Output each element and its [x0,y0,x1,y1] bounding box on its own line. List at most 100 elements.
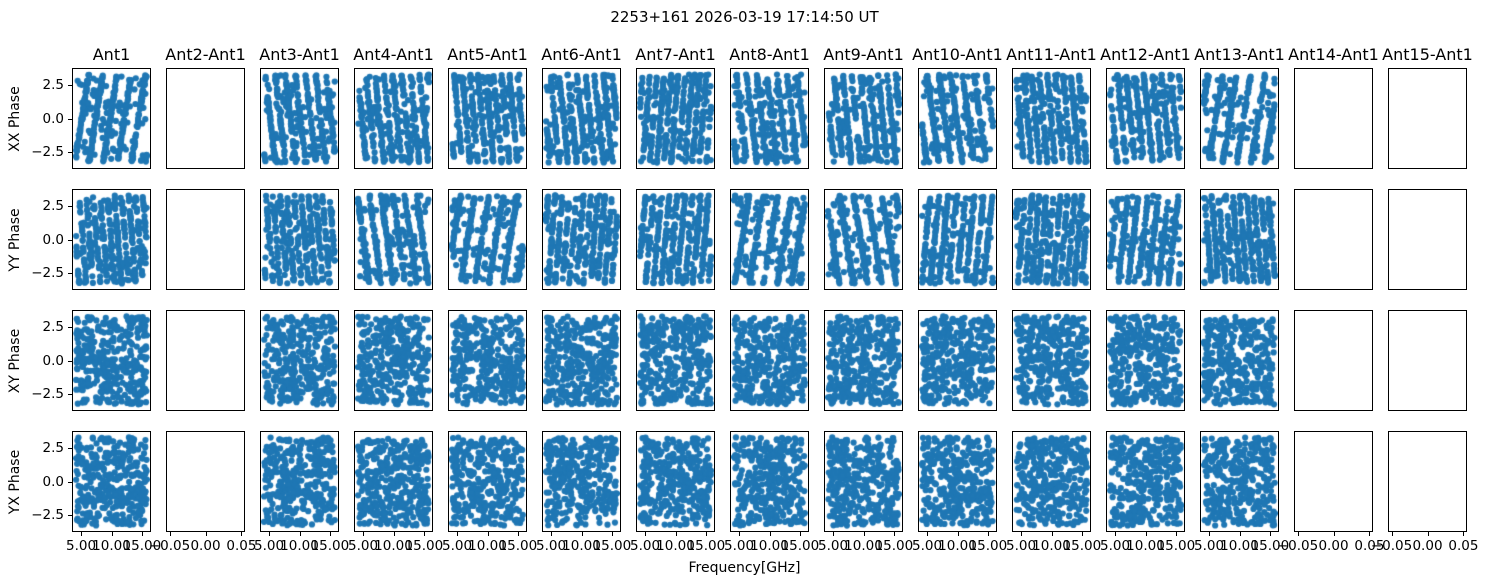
scatter-points [543,311,620,410]
scatter-points [1013,432,1090,531]
x-tick-mark [581,532,583,536]
x-tick-mark [705,532,707,536]
y-tick-mark [68,85,72,87]
x-tick-mark [769,532,771,536]
x-tick-label: 15.00 [968,538,1008,554]
x-tick-mark [1269,532,1271,536]
scatter-points [449,432,526,531]
y-tick-mark [68,448,72,450]
x-tick-mark [517,532,519,536]
subplot-panel [1200,310,1279,411]
y-tick-label: 2.5 [42,77,64,94]
x-tick-label: 10.00 [92,538,131,554]
scatter-points [825,311,902,410]
subplot-panel [1012,431,1091,532]
x-tick-mark [987,532,989,536]
y-tick-label: 0.0 [42,231,64,248]
x-tick-mark [1333,532,1335,536]
scatter-points [637,432,714,531]
y-tick-label: 0.0 [42,352,64,369]
x-tick-label: 5.00 [724,538,755,554]
x-tick-label: 0.00 [1318,538,1349,554]
scatter-points [825,190,902,289]
x-tick-mark [1463,532,1465,536]
x-tick-mark [927,532,929,536]
scatter-points [731,190,808,289]
y-tick-mark [68,327,72,329]
x-tick-label: 5.00 [912,538,943,554]
subplot-column-title: Ant3-Ant1 [259,45,340,64]
subplot-panel [636,189,715,290]
subplot-panel [1012,189,1091,290]
scatter-points [543,432,620,531]
x-tick-label: 10.00 [468,538,507,554]
x-tick-label: 15.00 [310,538,350,554]
subplot-panel [1200,431,1279,532]
x-tick-label: 0.00 [1412,538,1443,554]
subplot-panel [448,431,527,532]
subplot-panel [1200,189,1279,290]
scatter-points [449,69,526,168]
subplot-panel [72,189,151,290]
scatter-points [637,190,714,289]
x-tick-label: 5.00 [442,538,473,554]
y-tick-mark [68,393,72,395]
x-tick-mark [1021,532,1023,536]
subplot-panel [636,68,715,169]
subplot-panel [1106,68,1185,169]
subplot-panel [1388,68,1467,169]
x-tick-label: 5.00 [630,538,661,554]
x-tick-label: −0.05 [148,538,191,554]
x-tick-label: 15.00 [1156,538,1196,554]
x-tick-label: 10.00 [374,538,413,554]
x-tick-mark [141,532,143,536]
subplot-panel [1294,310,1373,411]
scatter-points [637,69,714,168]
x-tick-mark [1427,532,1429,536]
scatter-points [1013,190,1090,289]
subplot-panel [354,189,433,290]
subplot-panel [918,189,997,290]
subplot-panel [166,189,245,290]
subplot-column-title: Ant14-Ant1 [1288,45,1379,64]
x-tick-label: −0.05 [1276,538,1319,554]
x-tick-mark [1175,532,1177,536]
x-tick-label: 15.00 [404,538,444,554]
scatter-points [1201,311,1278,410]
x-tick-mark [1297,532,1299,536]
scatter-points [355,190,432,289]
scatter-points [73,311,150,410]
scatter-points [731,311,808,410]
x-tick-mark [893,532,895,536]
scatter-points [261,190,338,289]
x-tick-mark [423,532,425,536]
subplot-panel [72,68,151,169]
y-tick-label: −2.5 [31,385,64,402]
x-tick-label: 15.00 [498,538,538,554]
x-tick-mark [1369,532,1371,536]
scatter-points [1201,432,1278,531]
row-label-yx-phase: YX Phase [7,449,23,514]
y-tick-mark [68,151,72,153]
y-tick-mark [68,239,72,241]
y-tick-mark [68,272,72,274]
subplot-panel [824,68,903,169]
subplot-panel [354,310,433,411]
subplot-panel [260,68,339,169]
x-tick-label: 15.00 [122,538,162,554]
x-tick-mark [611,532,613,536]
scatter-points [1013,69,1090,168]
x-tick-label: 15.00 [780,538,820,554]
scatter-points [919,69,996,168]
x-tick-mark [393,532,395,536]
y-tick-label: −2.5 [31,264,64,281]
x-tick-label: 15.00 [874,538,914,554]
row-label-yy-phase: YY Phase [7,207,23,272]
scatter-points [355,432,432,531]
subplot-panel [542,189,621,290]
subplot-column-title: Ant11-Ant1 [1006,45,1097,64]
x-tick-label: 5.00 [1100,538,1131,554]
subplot-column-title: Ant4-Ant1 [353,45,434,64]
subplot-panel [1106,310,1185,411]
